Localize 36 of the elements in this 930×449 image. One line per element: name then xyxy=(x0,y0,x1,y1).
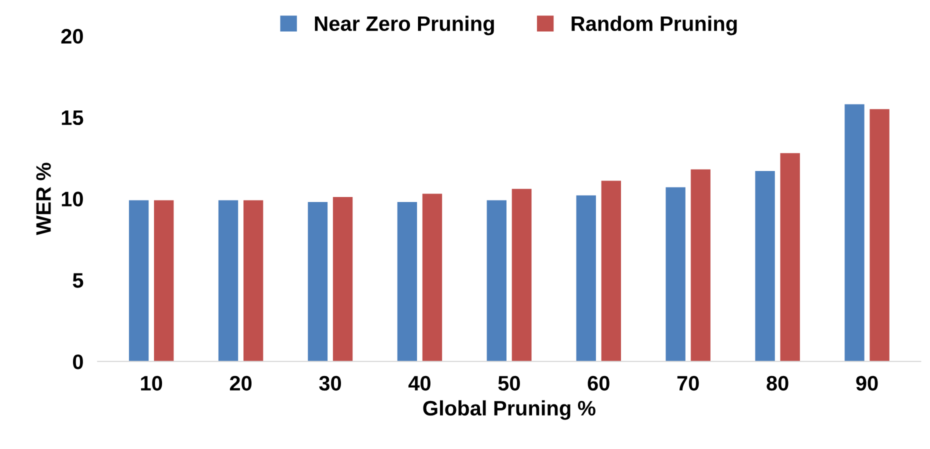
bar xyxy=(755,171,775,362)
y-tick-label: 5 xyxy=(72,273,84,288)
y-axis-title: WER % xyxy=(36,162,51,236)
y-tick-label: 10 xyxy=(62,192,83,206)
legend-label: Random Pruning xyxy=(572,16,737,36)
x-tick-label: 30 xyxy=(319,376,341,391)
bar xyxy=(332,197,353,362)
bar xyxy=(243,200,264,362)
x-tick-label: 80 xyxy=(766,376,788,391)
bar xyxy=(308,202,328,362)
x-tick-label: 90 xyxy=(856,376,878,391)
y-tick-label: 15 xyxy=(62,110,84,126)
x-tick-label: 70 xyxy=(677,376,699,391)
y-tick-label: 20 xyxy=(61,28,83,44)
x-tick-label: 60 xyxy=(588,376,610,391)
x-tick-label: 10 xyxy=(141,376,162,391)
legend-label: Near Zero Pruning xyxy=(314,16,494,36)
bar xyxy=(154,200,174,362)
bar xyxy=(870,109,890,362)
bar xyxy=(218,200,238,362)
x-tick-label: 20 xyxy=(230,376,252,391)
bar xyxy=(486,200,506,362)
bar xyxy=(666,187,686,362)
y-tick-label: 0 xyxy=(73,354,83,370)
bar xyxy=(422,194,442,362)
bar xyxy=(780,153,800,362)
bar xyxy=(690,169,710,362)
bar xyxy=(601,180,621,362)
bar xyxy=(397,202,418,362)
bar xyxy=(512,188,532,362)
x-tick-label: 40 xyxy=(408,376,430,391)
x-axis-title: Global Pruning % xyxy=(423,400,596,420)
bar xyxy=(844,104,864,362)
bar xyxy=(128,200,149,362)
x-tick-label: 50 xyxy=(498,376,520,391)
bar xyxy=(576,195,596,362)
